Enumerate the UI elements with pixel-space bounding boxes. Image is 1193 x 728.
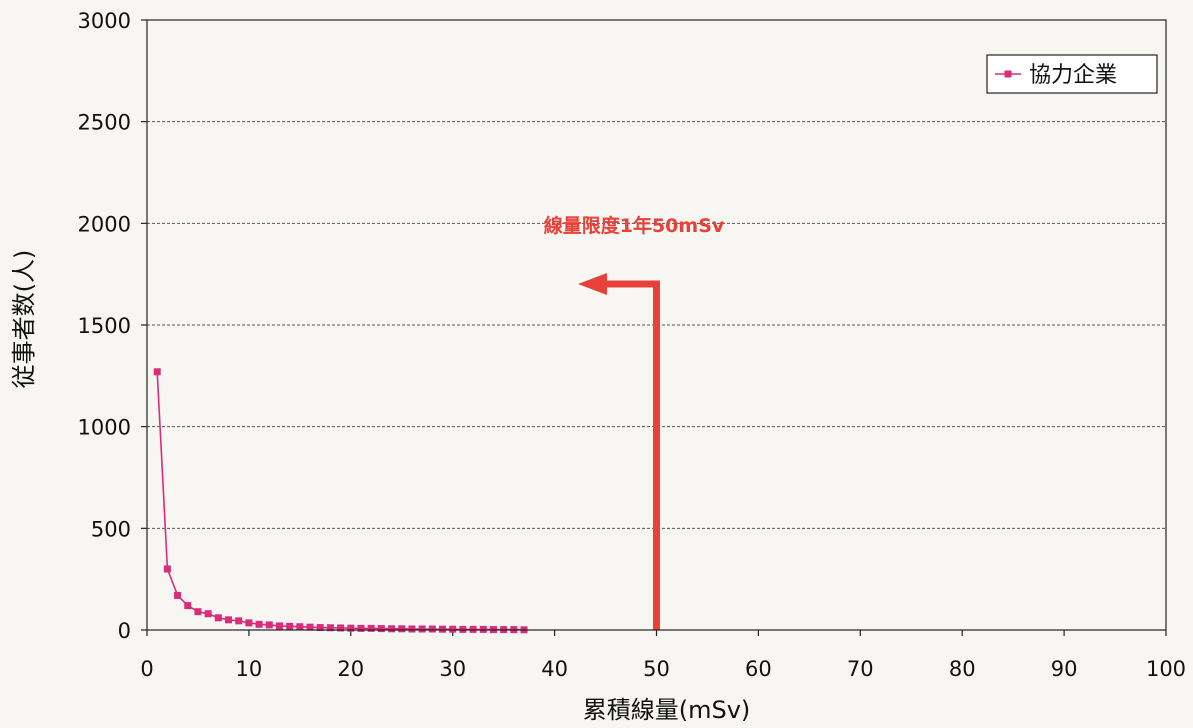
data-point-0-7	[225, 616, 233, 624]
legend: 協力企業	[986, 54, 1158, 94]
x-tick-label-60: 60	[745, 657, 772, 681]
data-point-0-18	[337, 624, 345, 632]
data-point-0-3	[184, 602, 192, 610]
data-point-0-1	[163, 565, 171, 573]
dose-limit-arrowhead	[578, 273, 607, 295]
x-axis-title: 累積線量(mSv)	[583, 696, 751, 724]
x-tick-label-100: 100	[1146, 657, 1186, 681]
data-point-0-6	[214, 614, 222, 622]
data-point-0-14	[296, 623, 304, 631]
data-point-0-29	[449, 625, 457, 633]
data-point-0-20	[357, 624, 365, 632]
x-tick-label-70: 70	[847, 657, 874, 681]
x-tick-label-20: 20	[337, 657, 364, 681]
y-tick-label-1000: 1000	[78, 416, 131, 440]
data-point-0-31	[469, 625, 477, 633]
data-point-0-32	[479, 625, 487, 633]
dose-limit-arrow	[604, 280, 660, 630]
legend-series-label: 協力企業	[1029, 63, 1117, 88]
dose-limit-annotation: 線量限度1年50mSv	[544, 214, 725, 630]
x-tick-label-80: 80	[949, 657, 976, 681]
data-point-0-5	[204, 610, 212, 618]
data-point-0-10	[255, 620, 263, 628]
series-line-0	[156, 371, 525, 631]
data-point-0-27	[428, 625, 436, 633]
legend-series-marker	[1004, 70, 1012, 78]
x-axis-ticks: 0 10 20 30 40 50 60 70 80 90 100	[140, 630, 1186, 681]
x-tick-label-0: 0	[140, 657, 153, 681]
data-point-0-13	[286, 622, 294, 630]
data-point-0-19	[347, 624, 355, 632]
data-point-0-25	[408, 625, 416, 633]
data-point-0-21	[367, 624, 375, 632]
data-point-0-26	[418, 625, 426, 633]
x-tick-label-10: 10	[236, 657, 263, 681]
y-axis-ticks: 0 500 1000 1500 2000 2500 3000	[78, 9, 147, 643]
y-tick-label-2500: 2500	[78, 111, 131, 135]
data-point-0-22	[377, 625, 385, 633]
data-point-0-30	[459, 625, 467, 633]
y-tick-label-2000: 2000	[78, 212, 131, 236]
data-point-0-2	[174, 591, 182, 599]
data-point-0-11	[265, 621, 273, 629]
y-tick-label-500: 500	[91, 517, 131, 541]
data-point-0-8	[235, 617, 243, 625]
data-point-0-16	[316, 624, 324, 632]
x-tick-label-50: 50	[643, 657, 670, 681]
data-point-0-15	[306, 623, 314, 631]
x-tick-label-30: 30	[439, 657, 466, 681]
y-axis-title: 従事者数(人)	[10, 250, 38, 389]
data-point-0-24	[398, 625, 406, 633]
y-tick-label-0: 0	[118, 619, 131, 643]
data-point-0-4	[194, 608, 202, 616]
x-tick-label-40: 40	[541, 657, 568, 681]
plot-area-frame	[146, 19, 1167, 631]
data-point-0-9	[245, 619, 253, 627]
x-tick-label-90: 90	[1051, 657, 1078, 681]
dose-limit-label: 線量限度1年50mSv	[544, 214, 725, 237]
data-point-0-28	[439, 625, 447, 633]
y-tick-label-1500: 1500	[78, 314, 131, 338]
data-point-0-23	[388, 625, 396, 633]
y-tick-label-3000: 3000	[78, 9, 131, 33]
data-point-0-0	[153, 368, 161, 376]
data-point-0-17	[326, 624, 334, 632]
series-line-group	[153, 368, 528, 634]
data-point-0-12	[275, 622, 283, 630]
